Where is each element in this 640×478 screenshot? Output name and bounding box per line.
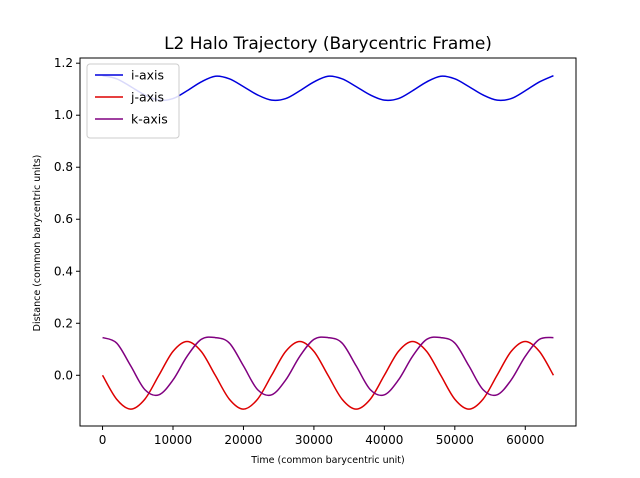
y-axis: 0.0 0.2 0.4 0.6 0.8 1.0 1.2	[54, 56, 80, 382]
x-axis-label: Time (common barycentric unit)	[250, 455, 404, 466]
x-tick-label: 20000	[224, 433, 262, 447]
series-line-j-axis	[101, 340, 555, 410]
legend-label-i-axis: i-axis	[131, 68, 164, 83]
y-tick-label: 0.4	[54, 264, 73, 278]
x-tick-label: 50000	[436, 433, 474, 447]
x-axis: 0 10000 20000 30000 40000 50000 60000	[99, 426, 544, 447]
x-tick-label: 40000	[365, 433, 403, 447]
x-tick-label: 10000	[154, 433, 192, 447]
y-axis-label: Distance (common barycentric units)	[32, 155, 43, 332]
plot-frame	[79, 57, 577, 427]
y-tick-label: 0.8	[54, 160, 73, 174]
y-tick-label: 1.2	[54, 56, 73, 70]
y-tick-label: 0.2	[54, 316, 73, 330]
y-tick-label: 1.0	[54, 108, 73, 122]
series-line-k-axis	[102, 336, 554, 397]
x-tick-label: 60000	[506, 433, 544, 447]
x-tick-label: 0	[99, 433, 107, 447]
legend-label-j-axis: j-axis	[130, 90, 164, 105]
x-tick-label: 30000	[295, 433, 333, 447]
legend: i-axis j-axis k-axis	[86, 63, 180, 139]
plot-area	[79, 57, 577, 427]
legend-label-k-axis: k-axis	[131, 112, 168, 127]
y-tick-label: 0.6	[54, 212, 73, 226]
chart-title: L2 Halo Trajectory (Barycentric Frame)	[164, 34, 492, 54]
y-tick-label: 0.0	[54, 368, 73, 382]
